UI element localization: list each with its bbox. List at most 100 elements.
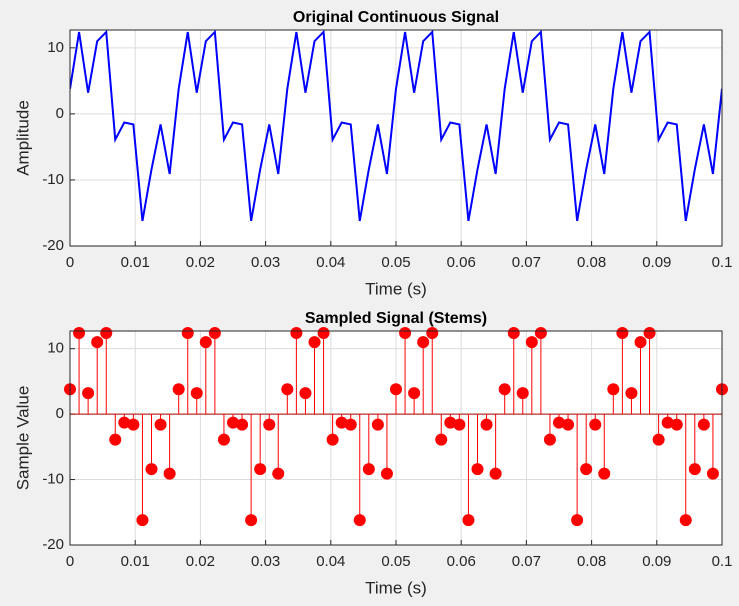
x-tick-label: 0.07 — [512, 553, 541, 570]
x-tick-label: 0.06 — [447, 254, 476, 271]
stem-marker — [543, 433, 556, 446]
x-tick-label: 0.05 — [381, 553, 410, 570]
stem-marker — [580, 463, 593, 476]
stem-marker — [643, 326, 656, 339]
stem-marker — [380, 467, 393, 480]
x-tick-label: 0.08 — [577, 553, 606, 570]
x-tick-label: 0.02 — [186, 553, 215, 570]
y-tick-label: 10 — [47, 39, 64, 56]
stem-marker — [607, 383, 620, 396]
stem-marker — [453, 418, 466, 431]
x-tick-label: 0.05 — [381, 254, 410, 271]
y-tick-label: 0 — [56, 405, 64, 422]
y-axis-label: Sample Value — [13, 386, 32, 491]
stem-marker — [290, 326, 303, 339]
stem-marker — [245, 514, 258, 527]
stem-marker — [426, 326, 439, 339]
stem-marker — [571, 514, 584, 527]
stem-marker — [208, 326, 221, 339]
stem-marker — [263, 418, 276, 431]
stem-marker — [679, 514, 692, 527]
x-tick-label: 0 — [66, 254, 74, 271]
stem-marker — [471, 463, 484, 476]
stem-marker — [652, 433, 665, 446]
plot-content — [70, 30, 722, 222]
stem-marker — [236, 418, 249, 431]
stem-marker — [553, 416, 565, 429]
stem-marker — [217, 433, 230, 446]
stem-marker — [462, 514, 475, 527]
stem-marker — [91, 336, 104, 349]
stem-marker — [190, 387, 203, 400]
y-tick-label: -10 — [42, 471, 64, 488]
chart-title: Original Continuous Signal — [293, 9, 499, 26]
stem-marker — [254, 463, 267, 476]
axes-box — [69, 29, 723, 247]
stem-marker — [100, 326, 113, 339]
stem-marker — [625, 387, 638, 400]
stem-marker — [589, 418, 602, 431]
stem-marker — [127, 418, 140, 431]
stem-marker — [163, 467, 176, 480]
stem-marker — [118, 416, 131, 429]
stem-marker — [634, 336, 647, 349]
stem-marker — [534, 326, 547, 339]
stem-marker — [154, 418, 167, 431]
stem-marker — [408, 387, 421, 400]
stem-marker — [516, 387, 529, 400]
stem-marker — [362, 463, 375, 476]
axes-box — [69, 330, 723, 546]
stem-marker — [598, 467, 611, 480]
stem-marker — [109, 433, 122, 446]
stem-marker — [417, 336, 430, 349]
stem-marker — [444, 416, 457, 429]
stem-marker — [390, 383, 402, 396]
stem-marker — [299, 387, 312, 400]
stem-marker — [172, 383, 185, 396]
x-tick-label: 0.04 — [316, 254, 345, 271]
stem-marker — [562, 418, 575, 431]
x-tick-label: 0.09 — [642, 254, 671, 271]
stem-marker — [326, 433, 339, 446]
stem-marker — [344, 418, 357, 431]
stem-marker — [399, 326, 412, 339]
y-tick-label: 0 — [56, 105, 64, 122]
chart-title: Sampled Signal (Stems) — [305, 310, 487, 327]
stem-marker — [661, 416, 674, 429]
stem-marker — [371, 418, 384, 431]
stem-marker — [616, 326, 629, 339]
stem-marker — [317, 326, 330, 339]
x-tick-label: 0.03 — [251, 254, 280, 271]
stem-marker — [670, 418, 683, 431]
y-tick-label: -20 — [42, 237, 64, 254]
signal-line — [70, 30, 722, 222]
y-tick-label: 10 — [47, 340, 64, 357]
x-tick-label: 0.01 — [121, 254, 150, 271]
stem-marker — [308, 336, 321, 349]
x-tick-label: 0.1 — [712, 553, 733, 570]
stem-marker — [525, 336, 538, 349]
stem-marker — [697, 418, 710, 431]
stem-marker — [281, 383, 294, 396]
y-axis-label: Amplitude — [13, 100, 32, 176]
stem-marker — [82, 387, 95, 400]
stem-marker — [335, 416, 348, 429]
x-tick-label: 0.04 — [316, 553, 345, 570]
x-tick-label: 0.03 — [251, 553, 280, 570]
stem-marker — [489, 467, 502, 480]
stem-marker — [145, 463, 158, 476]
x-tick-label: 0.09 — [642, 553, 671, 570]
stem-marker — [199, 336, 212, 349]
x-tick-label: 0.07 — [512, 254, 541, 271]
x-tick-label: 0 — [66, 553, 74, 570]
x-axis-label: Time (s) — [365, 578, 427, 597]
stem-marker — [688, 463, 701, 476]
stem-marker — [272, 467, 285, 480]
stem-marker — [706, 467, 719, 480]
stem-marker — [73, 326, 86, 339]
x-tick-label: 0.02 — [186, 254, 215, 271]
stem-marker — [227, 416, 239, 429]
x-tick-label: 0.06 — [447, 553, 476, 570]
stem-marker — [498, 383, 511, 396]
